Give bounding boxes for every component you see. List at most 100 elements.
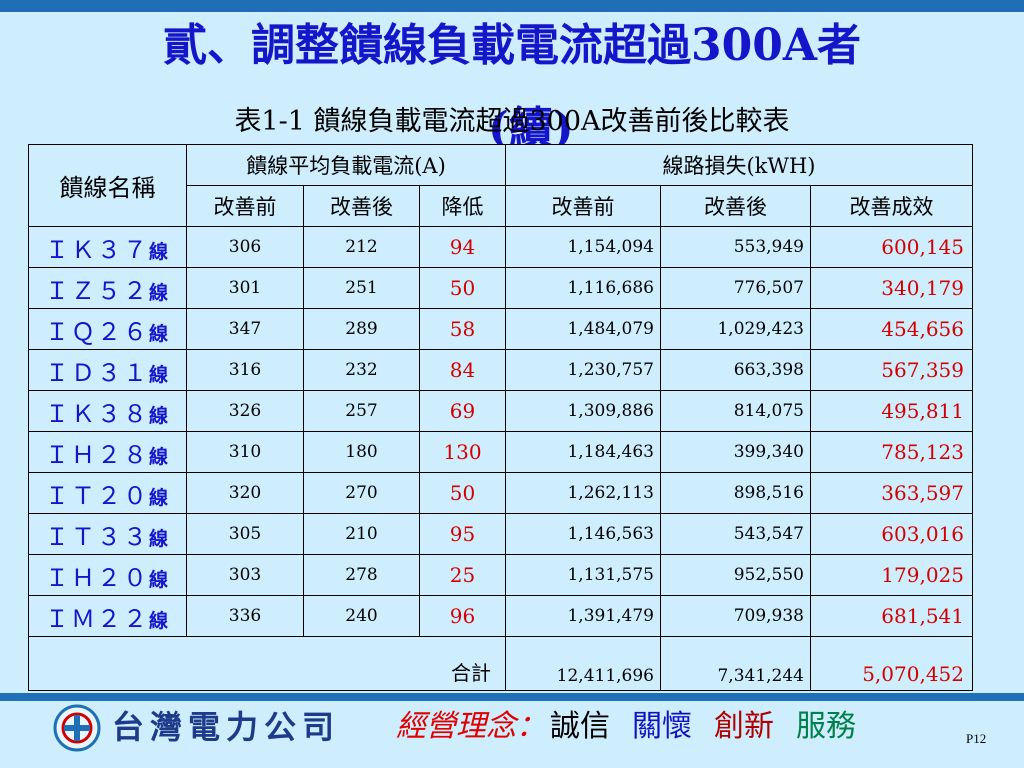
cell-current-reduction: 95: [419, 513, 506, 555]
cell-loss-after: 952,550: [660, 554, 811, 596]
table-row: ＩＨ２０線 303 278 25 1,131,575 952,550 179,025: [28, 554, 973, 596]
cell-loss-improvement: 603,016: [810, 513, 973, 555]
cell-loss-after: 709,938: [660, 595, 811, 637]
total-row: 合計 12,411,696 7,341,244 5,070,452: [28, 636, 973, 691]
cell-feeder-name: ＩＭ２２線: [28, 595, 187, 637]
table-body: ＩＫ３７線 306 212 94 1,154,094 553,949 600,145 ＩＺ５２…: [28, 226, 973, 637]
cell-loss-improvement: 363,597: [810, 472, 973, 514]
cell-current-reduction: 130: [419, 431, 506, 473]
cell-feeder-name: ＩＨ２０線: [28, 554, 187, 596]
cell-feeder-name: ＩＴ３３線: [28, 513, 187, 555]
cell-loss-improvement: 567,359: [810, 349, 973, 391]
cell-current-reduction: 50: [419, 267, 506, 309]
total-label: 合計: [28, 636, 506, 691]
cell-current-before: 320: [186, 472, 304, 514]
cell-feeder-name: ＩＫ３８線: [28, 390, 187, 432]
cell-current-reduction: 84: [419, 349, 506, 391]
cell-loss-improvement: 454,656: [810, 308, 973, 350]
cell-feeder-name: ＩＤ３１線: [28, 349, 187, 391]
cell-feeder-name: ＩＨ２８線: [28, 431, 187, 473]
cell-current-before: 305: [186, 513, 304, 555]
cell-loss-after: 553,949: [660, 226, 811, 268]
cell-current-reduction: 50: [419, 472, 506, 514]
feeder-suffix: 線: [148, 281, 170, 304]
feeder-code: ＩＴ３３: [44, 522, 149, 551]
cell-loss-after: 814,075: [660, 390, 811, 432]
cell-current-before: 306: [186, 226, 304, 268]
table-row: ＩＫ３７線 306 212 94 1,154,094 553,949 600,145: [28, 226, 973, 268]
feeder-suffix: 線: [148, 527, 170, 550]
table-row: ＩＫ３８線 326 257 69 1,309,886 814,075 495,811: [28, 390, 973, 432]
total-loss-improvement: 5,070,452: [810, 636, 973, 691]
cell-current-reduction: 58: [419, 308, 506, 350]
cell-current-reduction: 94: [419, 226, 506, 268]
feeder-suffix: 線: [148, 609, 170, 632]
col-header-current-after: 改善後: [303, 185, 420, 227]
col-header-feeder-name: 饋線名稱: [28, 144, 187, 227]
cell-loss-after: 399,340: [660, 431, 811, 473]
cell-current-after: 257: [303, 390, 420, 432]
col-header-loss-before: 改善前: [505, 185, 661, 227]
table-row: ＩＭ２２線 336 240 96 1,391,479 709,938 681,541: [28, 595, 973, 637]
col-group-line-loss: 線路損失(kWH): [505, 144, 973, 186]
cell-loss-before: 1,309,886: [505, 390, 661, 432]
cell-loss-before: 1,131,575: [505, 554, 661, 596]
motto-service: 服務: [796, 709, 856, 744]
cell-current-before: 316: [186, 349, 304, 391]
cell-loss-improvement: 495,811: [810, 390, 973, 432]
footer-bar: [0, 693, 1024, 701]
total-loss-before: 12,411,696: [505, 636, 661, 691]
col-header-current-reduction: 降低: [419, 185, 506, 227]
cell-loss-improvement: 785,123: [810, 431, 973, 473]
feeder-suffix: 線: [148, 568, 170, 591]
feeder-code: ＩＫ３８: [44, 399, 149, 428]
motto-integrity: 誠信: [550, 709, 610, 744]
cell-current-before: 310: [186, 431, 304, 473]
cell-current-before: 326: [186, 390, 304, 432]
cell-loss-improvement: 340,179: [810, 267, 973, 309]
cell-loss-improvement: 600,145: [810, 226, 973, 268]
cell-current-after: 251: [303, 267, 420, 309]
feeder-code: ＩＭ２２: [44, 604, 149, 633]
table-row: ＩＱ２６線 347 289 58 1,484,079 1,029,423 454,656: [28, 308, 973, 350]
cell-current-reduction: 96: [419, 595, 506, 637]
cell-loss-before: 1,230,757: [505, 349, 661, 391]
col-group-load-current: 饋線平均負載電流(A): [186, 144, 506, 186]
col-header-loss-improvement: 改善成效: [810, 185, 973, 227]
feeder-code: ＩＨ２８: [44, 440, 149, 469]
table-row: ＩＴ３３線 305 210 95 1,146,563 543,547 603,016: [28, 513, 973, 555]
cell-current-after: 210: [303, 513, 420, 555]
cell-loss-after: 543,547: [660, 513, 811, 555]
page-number: P12: [966, 731, 987, 746]
feeder-suffix: 線: [148, 240, 170, 263]
col-header-current-before: 改善前: [186, 185, 304, 227]
cell-current-after: 180: [303, 431, 420, 473]
feeder-code: ＩＱ２６: [44, 317, 149, 346]
cell-loss-before: 1,116,686: [505, 267, 661, 309]
feeder-code: ＩＨ２０: [44, 563, 149, 592]
footer: 台灣電力公司 經營理念： 誠信 關懷 創新 服務 P12: [0, 693, 1024, 768]
slide-title: 貳、調整饋線負載電流超過300A者 (續): [0, 18, 1024, 154]
table-row: ＩＤ３１線 316 232 84 1,230,757 663,398 567,359: [28, 349, 973, 391]
cell-loss-before: 1,391,479: [505, 595, 661, 637]
cell-current-before: 336: [186, 595, 304, 637]
feeder-suffix: 線: [148, 404, 170, 427]
feeder-suffix: 線: [148, 322, 170, 345]
feeder-code: ＩＴ２０: [44, 481, 149, 510]
col-header-loss-after: 改善後: [660, 185, 811, 227]
feeder-code: ＩＺ５２: [44, 276, 149, 305]
cell-loss-after: 1,029,423: [660, 308, 811, 350]
cell-loss-before: 1,184,463: [505, 431, 661, 473]
cell-current-after: 232: [303, 349, 420, 391]
cell-feeder-name: ＩＺ５２線: [28, 267, 187, 309]
comparison-table: 饋線名稱 饋線平均負載電流(A) 線路損失(kWH) 改善前 改善後 降低 改善…: [28, 144, 973, 691]
table-caption: 表1-1 饋線負載電流超過300A改善前後比較表: [234, 106, 790, 137]
feeder-code: ＩＤ３１: [44, 358, 149, 387]
table-row: ＩＺ５２線 301 251 50 1,116,686 776,507 340,179: [28, 267, 973, 309]
total-loss-after: 7,341,244: [660, 636, 811, 691]
cell-feeder-name: ＩＫ３７線: [28, 226, 187, 268]
cell-current-before: 347: [186, 308, 304, 350]
slide-title-text: 貳、調整饋線負載電流超過300A者: [163, 20, 861, 71]
cell-loss-after: 663,398: [660, 349, 811, 391]
cell-feeder-name: ＩＴ２０線: [28, 472, 187, 514]
